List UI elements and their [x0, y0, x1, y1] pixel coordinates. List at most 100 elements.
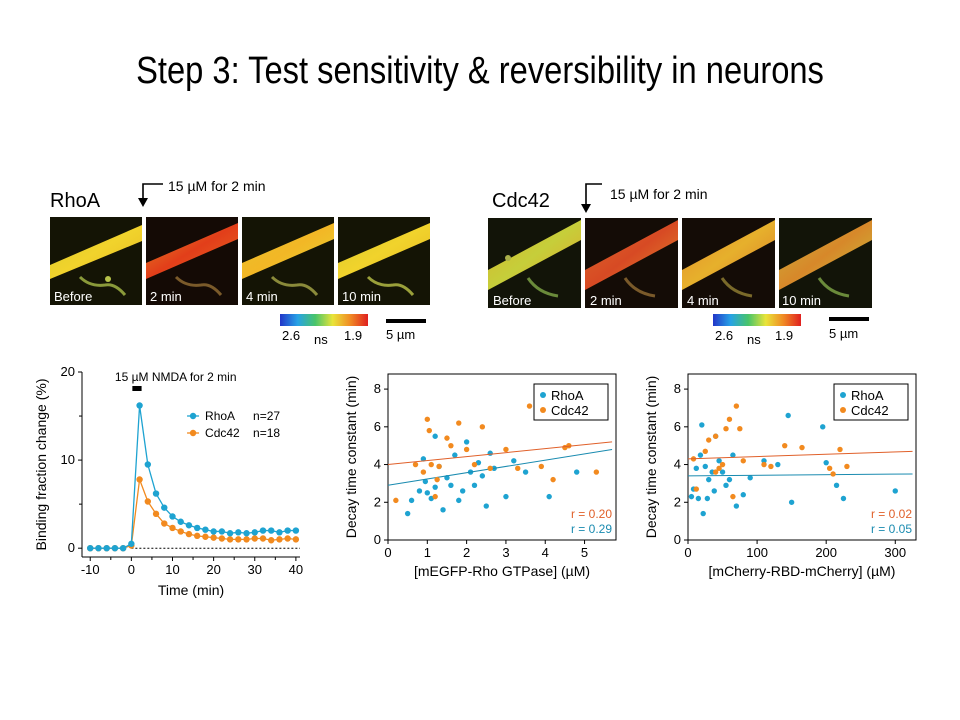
data-point-cdc42: [144, 498, 152, 505]
scatter-point-cdc42: [768, 463, 774, 470]
scatter-point-cdc42: [737, 426, 743, 432]
r-value-cdc42: r = 0.20: [571, 507, 612, 521]
scatter-point-cdc42: [830, 471, 836, 477]
scatter-point-rhoa: [702, 463, 708, 470]
scatter-point-rhoa: [422, 478, 429, 485]
data-point-rhoa: [243, 530, 250, 537]
data-point-rhoa: [103, 544, 110, 552]
scatter-point-rhoa: [785, 412, 791, 419]
rhoa-colorbar-unit: ns: [314, 332, 328, 347]
r-value-cdc42: r = 0.02: [871, 507, 912, 521]
scatter-point-rhoa: [471, 482, 478, 488]
data-point-cdc42: [226, 536, 234, 543]
scatter-point-rhoa: [408, 497, 415, 504]
data-point-rhoa: [218, 528, 226, 535]
scatter-point-cdc42: [503, 446, 509, 453]
data-point-rhoa: [284, 527, 291, 534]
scatter-point-rhoa: [716, 458, 722, 464]
x-tick-label: 2: [463, 545, 470, 560]
scatter-point-rhoa: [820, 424, 826, 430]
cdc42-scalebar-label: 5 µm: [829, 326, 859, 341]
scatter-point-rhoa: [695, 495, 702, 502]
rhoa-scalebar: [386, 319, 426, 323]
cdc42-colorbar-high: 1.9: [775, 328, 794, 343]
data-point-cdc42: [210, 534, 217, 541]
rhoa-stim-arrow: [138, 183, 163, 207]
data-point-cdc42: [243, 536, 250, 543]
x-axis-label: [mEGFP-Rho GTPase] (µM): [414, 563, 590, 579]
scatter-point-rhoa: [688, 493, 695, 500]
scatter-point-rhoa: [448, 482, 454, 488]
scatter-point-rhoa: [719, 469, 726, 475]
cdc42-frame-4min: [682, 218, 775, 308]
rhoa-colorbar-high: 1.9: [344, 328, 363, 343]
legend-marker-cdc42: [189, 429, 197, 437]
x-tick-label: 20: [206, 562, 220, 577]
data-point-cdc42: [251, 535, 258, 542]
data-point-rhoa: [268, 527, 275, 534]
legend-label-cdc42: Cdc42: [851, 403, 889, 418]
scatter-point-cdc42: [426, 427, 432, 434]
data-point-rhoa: [169, 513, 176, 520]
scatter-point-rhoa: [483, 503, 489, 509]
rhoa-frame-before: [50, 217, 142, 305]
legend-n-cdc42: n=18: [253, 426, 280, 440]
scatter-point-rhoa: [420, 456, 427, 462]
data-point-rhoa: [111, 544, 119, 552]
scatter-point-cdc42: [761, 461, 767, 468]
scatter-point-cdc42: [702, 448, 708, 455]
cdc42-colorbar-unit: ns: [747, 332, 761, 347]
scatter-point-rhoa: [479, 473, 486, 479]
cdc42-colorbar-low: 2.6: [715, 328, 734, 343]
y-tick-label: 8: [374, 381, 381, 396]
scatter-point-rhoa: [432, 433, 438, 439]
scatter-point-rhoa: [432, 484, 438, 490]
annotation-nmda: 15 µM NMDA for 2 min: [115, 370, 237, 384]
data-point-rhoa: [87, 544, 94, 552]
data-point-rhoa: [202, 526, 209, 533]
y-axis-label: Decay time constant (min): [643, 376, 659, 539]
data-point-cdc42: [259, 535, 267, 542]
scatter-point-cdc42: [538, 463, 545, 470]
scatter-point-cdc42: [837, 446, 843, 453]
scatter-point-rhoa: [740, 492, 746, 498]
data-point-cdc42: [292, 536, 300, 543]
scatter-point-cdc42: [740, 458, 746, 464]
legend-marker-rhoa: [540, 392, 546, 398]
data-point-cdc42: [169, 524, 176, 532]
rhoa-colorbar-low: 2.6: [282, 328, 301, 343]
scatter-point-cdc42: [448, 442, 454, 449]
data-point-rhoa: [152, 490, 160, 497]
data-point-rhoa: [226, 530, 234, 537]
cdc42-frame-2min: [585, 218, 678, 308]
legend-label-rhoa: RhoA: [205, 409, 235, 423]
cdc42-frame-label-4min: 4 min: [687, 293, 719, 308]
data-point-rhoa: [119, 544, 127, 552]
rhoa-treatment-label: 15 µM for 2 min: [168, 178, 266, 194]
y-tick-label: 0: [374, 532, 381, 547]
scatter-point-cdc42: [826, 465, 833, 472]
legend-label-rhoa: RhoA: [551, 388, 584, 403]
y-tick-label: 0: [674, 532, 681, 547]
scatter-point-cdc42: [434, 476, 440, 483]
data-point-cdc42: [268, 537, 275, 544]
scatter-point-rhoa: [522, 469, 529, 475]
legend-marker-cdc42: [840, 407, 846, 413]
x-tick-label: 0: [684, 545, 691, 560]
slide-title: Step 3: Test sensitivity & reversibility…: [136, 50, 824, 92]
legend-label-rhoa: RhoA: [851, 388, 884, 403]
scatter-point-rhoa: [823, 459, 829, 466]
rhoa-image-strip: [50, 217, 430, 305]
legend-box: [833, 383, 909, 421]
scatter-point-rhoa: [711, 488, 717, 494]
rhoa-frame-4min: [242, 217, 334, 305]
y-tick-label: 4: [674, 457, 681, 472]
scatter-point-cdc42: [719, 461, 726, 468]
rhoa-scalebar-label: 5 µm: [386, 327, 416, 342]
scatter-point-rhoa: [456, 497, 462, 504]
scatter-point-cdc42: [436, 463, 442, 470]
y-tick-label: 2: [674, 494, 681, 509]
fit-line-rhoa: [687, 473, 913, 477]
rhoa-panel-label: RhoA: [50, 190, 101, 212]
cdc42-stim-arrow: [581, 183, 602, 213]
